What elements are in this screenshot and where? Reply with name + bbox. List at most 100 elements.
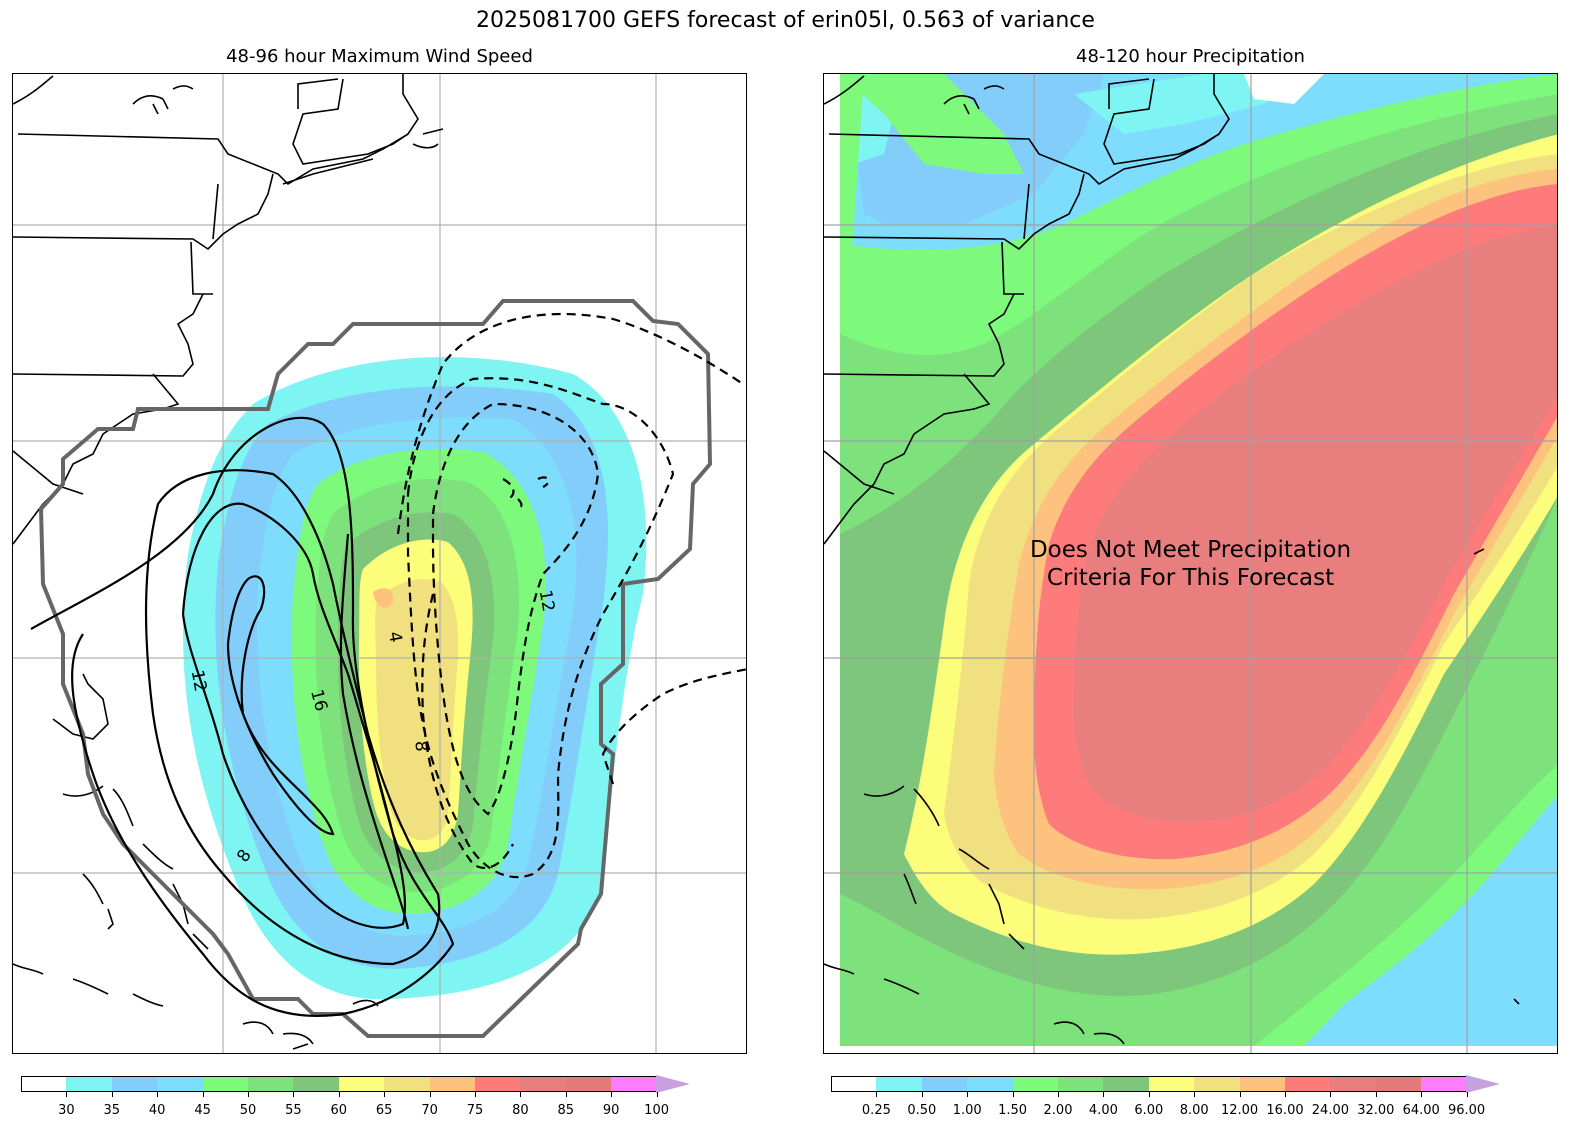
wind-speed-map: 12 16 8 4 8 12 [12, 73, 747, 1054]
wind-speed-colorbar-segment [202, 1076, 248, 1092]
precipitation-colorbar-tick-label: 8.00 [1179, 1103, 1209, 1118]
wind-speed-colorbar-tick-label: 90 [602, 1103, 620, 1118]
precipitation-colorbar-tick-label: 1.00 [952, 1103, 982, 1118]
wind-speed-colorbar-tick [157, 1092, 159, 1097]
wind-speed-colorbar-segment [66, 1076, 112, 1092]
wind-speed-colorbar-segment [429, 1076, 475, 1092]
wind-speed-colorbar-tick-label: 30 [58, 1103, 75, 1118]
wind-speed-colorbar-tick [565, 1092, 567, 1097]
wind-speed-map-canvas: 12 16 8 4 8 12 [13, 74, 746, 1053]
precipitation-colorbar-tick-label: 16.00 [1266, 1103, 1304, 1118]
wind-speed-colorbar-segment [520, 1076, 566, 1092]
precipitation-colorbar-tick [967, 1092, 969, 1097]
wind-speed-colorbar-tick [248, 1092, 249, 1097]
wind-speed-colorbar-tick [202, 1092, 204, 1097]
wind-speed-colorbar-tick-label: 65 [375, 1103, 393, 1118]
precipitation-colorbar-tick [1285, 1092, 1286, 1097]
precipitation-colorbar-segment [1375, 1076, 1422, 1092]
wind-speed-colorbar-tick [384, 1092, 386, 1097]
precipitation-colorbar-segment [1284, 1076, 1331, 1092]
precipitation-colorbar-segment [1103, 1076, 1149, 1092]
contour-label-8-center: 8 [410, 740, 431, 753]
precipitation-colorbar-segment [1012, 1076, 1058, 1092]
wind-speed-colorbar-segment [338, 1076, 385, 1092]
wind-solid-contours [30, 416, 455, 1018]
wind-speed-colorbar-tick-label: 85 [557, 1103, 575, 1118]
precipitation-colorbar-segment [1239, 1076, 1285, 1092]
precipitation-colorbar-tick [921, 1092, 923, 1097]
contour-label-12-right: 12 [535, 589, 558, 614]
wind-speed-colorbar [21, 1075, 691, 1093]
precipitation-colorbar-segment [1194, 1076, 1240, 1092]
wind-speed-colorbar-segment [21, 1076, 67, 1092]
wind-speed-colorbar-ticks: 30 35 40 45 50 55 60 65 70 75 80 85 90 100 [21, 1092, 721, 1122]
precip-map-gridlines [824, 74, 1557, 1053]
precipitation-colorbar-tick [1194, 1092, 1196, 1097]
precipitation-colorbar-tick-label: 24.00 [1311, 1103, 1349, 1118]
precipitation-colorbar-tick-label: 0.25 [861, 1103, 891, 1118]
wind-speed-colorbar-tick [611, 1092, 613, 1097]
precipitation-map: Does Not Meet Precipitation Criteria For… [823, 73, 1558, 1054]
wind-contour-labels: 12 16 8 4 8 12 [187, 589, 558, 867]
precipitation-criteria-message: Does Not Meet Precipitation Criteria For… [1029, 537, 1352, 591]
precipitation-shading [840, 74, 1557, 1046]
precipitation-colorbar-tick-label: 32.00 [1357, 1103, 1395, 1118]
wind-map-coastlines [13, 74, 444, 1050]
precipitation-colorbar-segment [876, 1076, 922, 1092]
wind-speed-colorbar-tick-label: 100 [644, 1103, 670, 1118]
wind-speed-colorbar-segment [247, 1076, 294, 1092]
precipitation-colorbar-tick [1148, 1092, 1150, 1097]
track-cone-outline [38, 299, 713, 1038]
precipitation-colorbar-tick-label: 1.50 [998, 1103, 1028, 1118]
figure-title: 2025081700 GEFS forecast of erin05l, 0.5… [476, 8, 1095, 33]
precipitation-colorbar-tick [1239, 1092, 1241, 1097]
wind-map-gridlines [13, 74, 746, 1053]
precipitation-colorbar-ticks: 0.25 0.50 1.00 1.50 2.00 4.00 6.00 8.00 12.00 16.… [831, 1092, 1531, 1122]
precipitation-colorbar-tick [1466, 1092, 1468, 1097]
wind-speed-colorbar-tick-label: 80 [512, 1103, 529, 1118]
wind-speed-colorbar-segment [157, 1076, 203, 1092]
contour-label-12-left: 12 [187, 669, 210, 694]
precipitation-colorbar-tick [1330, 1092, 1332, 1097]
precipitation-colorbar-segment [1148, 1076, 1195, 1092]
wind-speed-colorbar-segment [111, 1076, 158, 1092]
wind-speed-colorbar-tick [66, 1092, 68, 1097]
wind-speed-colorbar-tick-label: 40 [148, 1103, 166, 1118]
precipitation-colorbar-segment [1421, 1076, 1467, 1092]
wind-speed-colorbar-tick [111, 1092, 113, 1097]
wind-speed-colorbar-tick [293, 1092, 295, 1097]
wind-speed-colorbar-extend-arrow [656, 1075, 691, 1093]
precipitation-colorbar-tick-label: 96.00 [1447, 1103, 1486, 1118]
precipitation-colorbar-tick [1103, 1092, 1105, 1097]
precipitation-colorbar-tick [1058, 1092, 1059, 1097]
precipitation-colorbar-tick [1375, 1092, 1377, 1097]
wind-speed-colorbar-segment [384, 1076, 430, 1092]
wind-speed-colorbar-tick-label: 50 [239, 1103, 257, 1118]
right-panel-title: 48-120 hour Precipitation [1076, 46, 1305, 67]
wind-speed-colorbar-tick [520, 1092, 522, 1097]
wind-speed-colorbar-tick [475, 1092, 476, 1097]
precipitation-colorbar [831, 1075, 1501, 1093]
precipitation-colorbar-extend-arrow [1466, 1075, 1501, 1093]
contour-label-4: 4 [384, 630, 406, 644]
precipitation-colorbar-tick [1012, 1092, 1014, 1097]
precipitation-colorbar-tick-label: 64.00 [1402, 1103, 1440, 1118]
wind-speed-colorbar-tick-label: 70 [421, 1103, 438, 1118]
wind-speed-colorbar-segment [293, 1076, 339, 1092]
wind-speed-colorbar-segment [474, 1076, 521, 1092]
precipitation-colorbar-tick-label: 12.00 [1220, 1103, 1259, 1118]
precipitation-colorbar-segment [967, 1076, 1013, 1092]
precip-map-coastlines [824, 74, 1520, 1045]
wind-speed-colorbar-tick [338, 1092, 340, 1097]
precipitation-map-canvas [824, 74, 1557, 1053]
wind-speed-colorbar-tick [656, 1092, 658, 1097]
wind-speed-colorbar-tick-label: 35 [103, 1103, 121, 1118]
precipitation-colorbar-segment [921, 1076, 968, 1092]
wind-speed-colorbar-tick-label: 45 [194, 1103, 211, 1118]
wind-speed-colorbar-tick-label: 75 [466, 1103, 484, 1118]
precipitation-colorbar-segment [1330, 1076, 1376, 1092]
precipitation-colorbar-segment [1057, 1076, 1104, 1092]
precipitation-colorbar-tick-label: 6.00 [1134, 1103, 1164, 1118]
precipitation-colorbar-tick-label: 0.50 [907, 1103, 937, 1118]
left-panel-title: 48-96 hour Maximum Wind Speed [226, 46, 533, 67]
